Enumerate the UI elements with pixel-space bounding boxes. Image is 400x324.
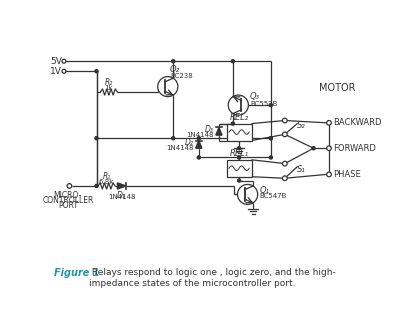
Circle shape: [269, 156, 272, 159]
Text: D₁: D₁: [117, 191, 126, 200]
Circle shape: [231, 122, 234, 125]
Circle shape: [231, 60, 234, 63]
Circle shape: [67, 184, 72, 188]
Text: Figure 1: Figure 1: [54, 268, 99, 278]
Circle shape: [95, 184, 98, 188]
Text: Relays respond to logic one , logic zero, and the high-
impedance states of the : Relays respond to logic one , logic zero…: [89, 268, 336, 288]
Text: BC557B: BC557B: [250, 101, 277, 107]
Text: BC547B: BC547B: [259, 193, 287, 199]
Circle shape: [238, 179, 241, 182]
Circle shape: [269, 137, 272, 140]
Circle shape: [282, 161, 287, 166]
Circle shape: [282, 132, 287, 137]
Circle shape: [269, 104, 272, 107]
Polygon shape: [118, 183, 126, 189]
Text: 1N4148: 1N4148: [108, 194, 136, 201]
Circle shape: [327, 146, 331, 151]
Circle shape: [238, 147, 241, 150]
Circle shape: [238, 184, 258, 204]
Circle shape: [62, 69, 66, 73]
Text: PORT: PORT: [58, 201, 78, 210]
Circle shape: [95, 137, 98, 140]
Circle shape: [95, 70, 98, 73]
Text: 6.8k: 6.8k: [99, 179, 114, 185]
Text: BC238: BC238: [170, 73, 193, 79]
Circle shape: [228, 95, 248, 115]
Bar: [227, 160, 252, 177]
Text: Q₃: Q₃: [250, 92, 260, 101]
Text: REL₁: REL₁: [230, 149, 249, 158]
Text: Q₂: Q₂: [170, 65, 180, 74]
Polygon shape: [216, 127, 222, 135]
Text: Q₁: Q₁: [259, 186, 269, 195]
Circle shape: [327, 172, 331, 177]
Circle shape: [269, 137, 272, 140]
Text: 1V: 1V: [50, 67, 62, 76]
Text: 5V: 5V: [50, 57, 62, 66]
Text: S₂: S₂: [297, 122, 306, 130]
Text: MOTOR: MOTOR: [318, 83, 355, 93]
Text: 1N4148: 1N4148: [166, 145, 193, 151]
Circle shape: [172, 60, 175, 63]
Circle shape: [282, 176, 287, 180]
Text: 1k: 1k: [104, 85, 113, 91]
Text: R₂: R₂: [105, 78, 113, 87]
Text: MICRO-: MICRO-: [54, 191, 82, 200]
Polygon shape: [196, 141, 202, 148]
Circle shape: [282, 118, 287, 123]
Text: 1N4148: 1N4148: [186, 132, 214, 138]
Text: REL₂: REL₂: [230, 113, 249, 122]
Text: D₃: D₃: [205, 125, 214, 134]
Circle shape: [238, 156, 241, 159]
Circle shape: [327, 121, 331, 125]
Text: R₁: R₁: [102, 172, 111, 180]
Bar: [227, 123, 252, 141]
Text: FORWARD: FORWARD: [333, 144, 376, 153]
Text: CONTROLLER: CONTROLLER: [42, 196, 94, 205]
Circle shape: [62, 59, 66, 63]
Circle shape: [172, 137, 175, 140]
Text: PHASE: PHASE: [333, 170, 361, 179]
Circle shape: [197, 137, 200, 140]
Text: D₂: D₂: [184, 138, 193, 147]
Circle shape: [312, 147, 315, 150]
Circle shape: [197, 156, 200, 159]
Circle shape: [158, 76, 178, 97]
Text: BACKWARD: BACKWARD: [333, 118, 381, 127]
Text: S₁: S₁: [297, 165, 306, 174]
